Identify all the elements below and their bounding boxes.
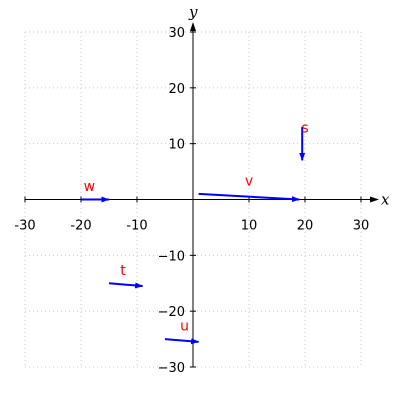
- y-axis-arrow-icon: [190, 22, 196, 31]
- y-tick-label: 20: [168, 82, 185, 97]
- x-tick-label: -10: [126, 219, 147, 234]
- x-tick-label: -30: [14, 219, 35, 234]
- x-axis-label: x: [381, 191, 390, 209]
- vector-label-u: u: [180, 319, 189, 335]
- x-tick-label: -20: [70, 219, 91, 234]
- axes: x y: [25, 3, 390, 367]
- x-tick-label: 30: [353, 219, 370, 234]
- y-tick-label: −20: [158, 305, 185, 320]
- vector-label-w: w: [84, 179, 95, 195]
- y-tick-label: 10: [168, 138, 185, 153]
- vector-v: [198, 192, 300, 203]
- y-tick-label: 30: [168, 26, 185, 41]
- vector-u: [164, 338, 200, 345]
- x-tick-label: 20: [297, 219, 314, 234]
- vectors: v s w t u: [81, 121, 309, 345]
- x-tick-label: 10: [241, 219, 258, 234]
- x-axis-arrow-icon: [370, 196, 379, 203]
- vector-label-t: t: [120, 263, 126, 279]
- tick-labels: -30 -20 -10 10 20 30 −30 −20 −10 10 20 30: [14, 26, 369, 376]
- y-tick-label: −10: [158, 249, 185, 264]
- y-tick-label: −30: [158, 361, 185, 376]
- vector-label-s: s: [301, 121, 308, 137]
- y-axis-label: y: [188, 3, 198, 21]
- vector-label-v: v: [245, 174, 253, 190]
- vector-t: [108, 282, 144, 289]
